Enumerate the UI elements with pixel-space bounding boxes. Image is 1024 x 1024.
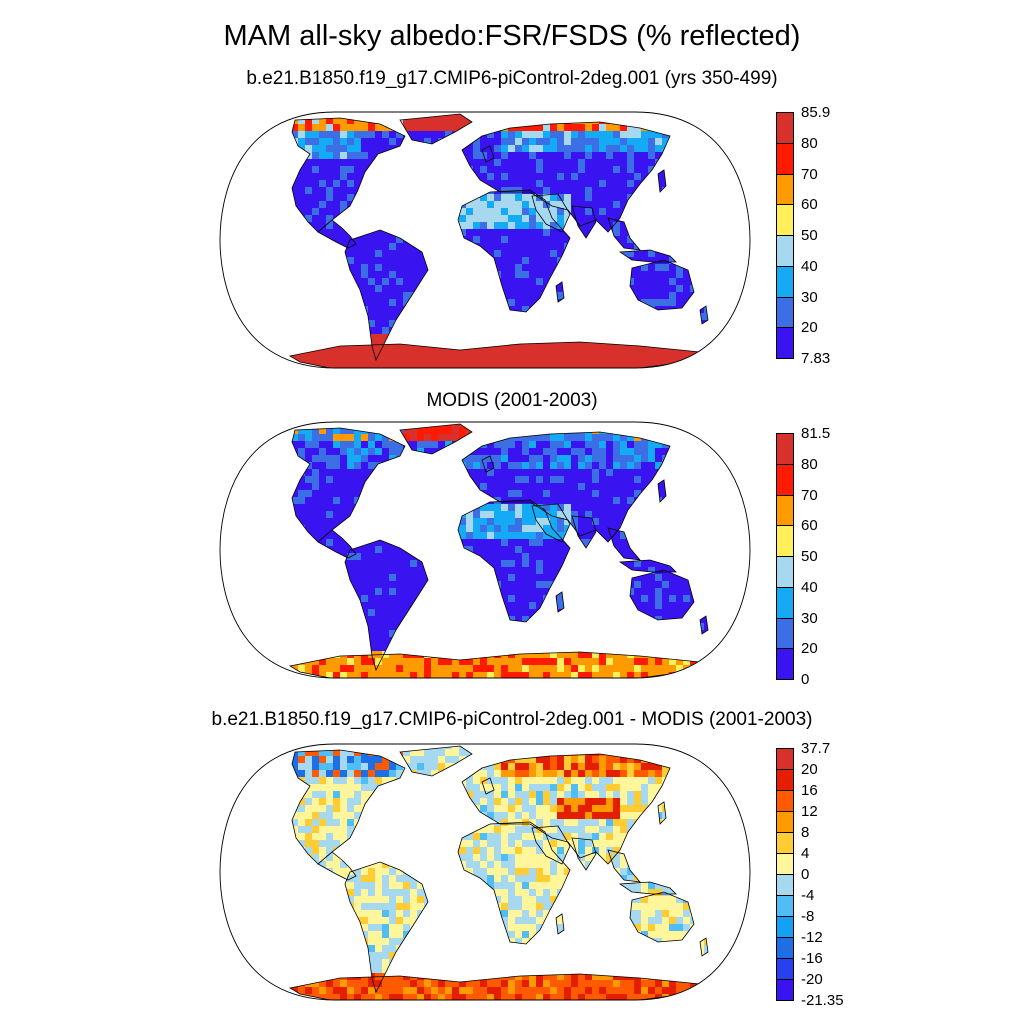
colorbar-swatch	[776, 748, 794, 770]
panel-3-map	[219, 743, 751, 1001]
colorbar-swatch	[776, 895, 794, 917]
panel-2-title: MODIS (2001-2003)	[426, 390, 598, 411]
colorbar-label: -4	[801, 887, 815, 904]
colorbar-swatch	[776, 112, 794, 144]
colorbar-swatch	[776, 556, 794, 588]
colorbar-swatch	[776, 265, 794, 298]
colorbar-label: 40	[801, 578, 818, 596]
colorbar-swatch	[776, 494, 794, 527]
colorbar-swatch	[776, 937, 794, 959]
colorbar-swatch	[776, 979, 794, 1001]
colorbar-label: 40	[801, 257, 818, 275]
colorbar-swatch	[776, 832, 794, 854]
colorbar-label: -16	[801, 950, 823, 967]
coastlines	[288, 745, 709, 1000]
colorbar-swatch	[776, 463, 794, 496]
coastlines	[288, 423, 709, 678]
colorbar-swatch	[776, 790, 794, 812]
colorbar-swatch	[776, 327, 794, 359]
colorbar-label: 12	[801, 803, 818, 820]
colorbar-swatch	[776, 874, 794, 896]
colorbar-label: 0	[801, 671, 810, 688]
colorbar-swatch	[776, 142, 794, 175]
colorbar-label: 37.7	[801, 740, 831, 757]
colorbar-label: 30	[801, 288, 818, 306]
colorbar-label: 60	[801, 196, 818, 214]
panel-1-title: b.e21.B1850.f19_g17.CMIP6-piControl-2deg…	[246, 68, 778, 89]
colorbar-label: 70	[801, 165, 818, 183]
colorbar-label: 50	[801, 227, 818, 244]
colorbar-label: 20	[801, 319, 818, 337]
colorbar-swatch	[776, 916, 794, 938]
map-boundary	[219, 421, 751, 679]
colorbar-label: 50	[801, 548, 818, 565]
map-boundary	[219, 743, 751, 1001]
colorbar-label: 8	[801, 824, 810, 841]
map-boundary	[219, 111, 751, 369]
colorbar-swatch	[776, 296, 794, 329]
panel-1-map	[219, 111, 751, 369]
colorbar-swatch	[776, 853, 794, 875]
colorbar-swatch	[776, 525, 794, 557]
colorbar-label: 4	[801, 845, 810, 862]
colorbar-label: 16	[801, 782, 818, 799]
panel-2-map	[219, 421, 751, 679]
figure-title: MAM all-sky albedo:FSR/FSDS (% reflected…	[223, 20, 801, 52]
colorbar-swatch	[776, 958, 794, 980]
colorbar-label: -21.35	[801, 992, 844, 1009]
colorbar-swatch	[776, 648, 794, 680]
colorbar-label: -20	[801, 971, 823, 988]
colorbar-label: 20	[801, 640, 818, 658]
colorbar-swatch	[776, 811, 794, 833]
panel-3-title: b.e21.B1850.f19_g17.CMIP6-piControl-2deg…	[211, 709, 813, 730]
colorbar-label: 70	[801, 486, 818, 504]
colorbar-swatch	[776, 173, 794, 206]
colorbar-label: 81.5	[801, 425, 831, 442]
coastlines	[288, 113, 709, 368]
colorbar-label: 60	[801, 517, 818, 535]
colorbar-label: 30	[801, 609, 818, 627]
colorbar-label: 7.83	[801, 350, 831, 367]
colorbar-label: -8	[801, 908, 815, 925]
colorbar-swatch	[776, 769, 794, 791]
colorbar-label: 85.9	[801, 104, 831, 121]
colorbar-swatch	[776, 617, 794, 650]
colorbar-label: 80	[801, 455, 818, 473]
colorbar-swatch	[776, 235, 794, 267]
colorbar-label: -12	[801, 929, 823, 946]
colorbar-swatch	[776, 204, 794, 236]
colorbar-label: 0	[801, 866, 810, 883]
colorbar-swatch	[776, 433, 794, 465]
colorbar-label: 20	[801, 761, 818, 778]
colorbar-label: 80	[801, 134, 818, 152]
colorbar-swatch	[776, 586, 794, 619]
